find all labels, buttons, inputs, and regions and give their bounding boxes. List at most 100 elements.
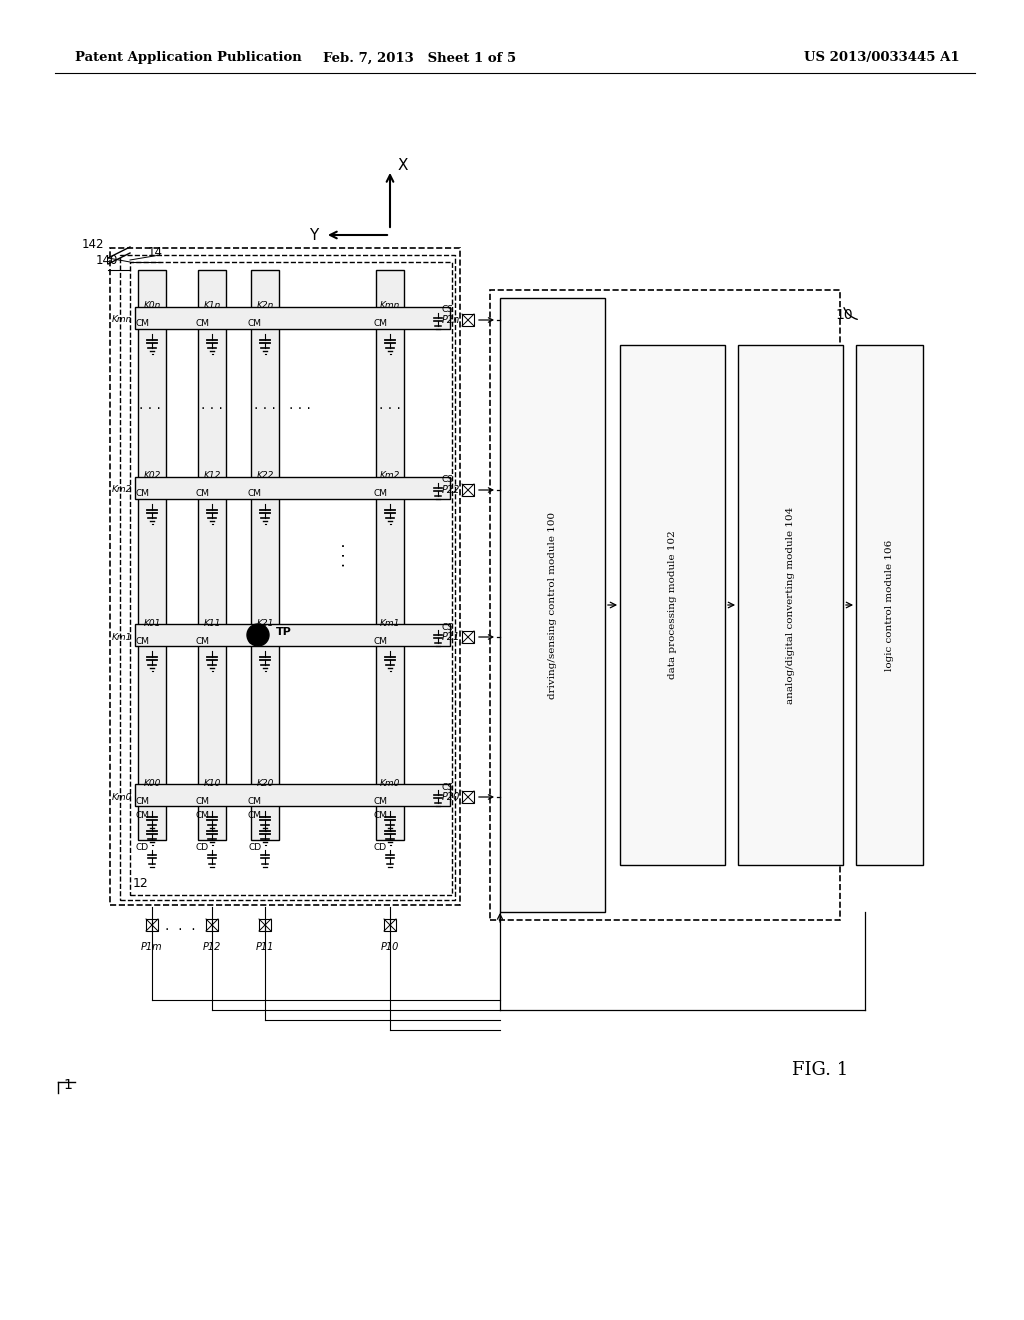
Text: Km2: Km2 (112, 486, 132, 495)
Text: analog/digital converting module 104: analog/digital converting module 104 (786, 507, 795, 704)
Text: Feb. 7, 2013   Sheet 1 of 5: Feb. 7, 2013 Sheet 1 of 5 (324, 51, 516, 65)
Text: CM: CM (373, 810, 387, 820)
Text: CD: CD (249, 842, 262, 851)
Bar (135, 308, 450, 329)
Text: K21: K21 (256, 619, 273, 627)
Text: . . .: . . . (379, 399, 401, 412)
Bar (135, 784, 450, 807)
Text: K01: K01 (143, 619, 161, 627)
Bar (146, 919, 158, 931)
Text: CM: CM (195, 810, 209, 820)
Text: P11: P11 (256, 942, 274, 952)
Text: data processing module 102: data processing module 102 (668, 531, 677, 680)
Text: 140: 140 (95, 253, 118, 267)
Text: CS: CS (441, 783, 453, 792)
Text: P10: P10 (381, 942, 399, 952)
Text: CM: CM (248, 796, 262, 805)
Text: driving/sensing control module 100: driving/sensing control module 100 (548, 511, 557, 698)
Text: CM: CM (195, 319, 209, 329)
Text: CM: CM (248, 810, 262, 820)
Circle shape (247, 624, 269, 645)
Bar (206, 919, 218, 931)
Text: Y: Y (309, 227, 318, 243)
Bar (138, 271, 166, 840)
Text: CM: CM (248, 490, 262, 499)
Bar (110, 248, 460, 906)
Bar (198, 271, 226, 840)
Text: K1n: K1n (204, 301, 221, 310)
Bar (490, 290, 840, 920)
Text: . . .: . . . (201, 399, 223, 412)
Text: CD: CD (136, 842, 150, 851)
Bar (620, 345, 725, 865)
Text: Kmn: Kmn (380, 301, 400, 310)
Text: P21: P21 (441, 632, 460, 642)
Text: X: X (398, 157, 409, 173)
Text: P1m: P1m (141, 942, 163, 952)
Bar (259, 919, 271, 931)
Bar (251, 271, 279, 840)
Text: CM: CM (248, 636, 262, 645)
Text: CM: CM (373, 490, 387, 499)
Text: P22: P22 (441, 484, 460, 495)
Text: K02: K02 (143, 471, 161, 480)
Text: CS: CS (441, 623, 453, 631)
Text: CM: CM (135, 796, 150, 805)
Text: CD: CD (374, 842, 387, 851)
Text: Km2: Km2 (380, 471, 400, 480)
Text: TP: TP (276, 627, 292, 638)
Bar (376, 271, 404, 840)
Bar (462, 631, 474, 643)
Text: K0n: K0n (143, 301, 161, 310)
Text: CM: CM (195, 636, 209, 645)
Text: CM: CM (195, 490, 209, 499)
Bar (462, 314, 474, 326)
Text: P2n: P2n (441, 315, 460, 325)
Text: K12: K12 (204, 471, 221, 480)
Text: . . .: . . . (289, 399, 311, 412)
Text: CS: CS (441, 475, 453, 484)
Text: CM: CM (135, 490, 150, 499)
Text: Km0: Km0 (380, 779, 400, 788)
Text: CM: CM (373, 636, 387, 645)
Text: · · ·: · · · (338, 543, 352, 568)
Text: 142: 142 (82, 239, 104, 252)
Bar (120, 255, 455, 900)
Bar (462, 791, 474, 803)
Text: logic control module 106: logic control module 106 (885, 540, 894, 671)
Text: Kmn: Kmn (112, 315, 132, 325)
Text: Km0: Km0 (112, 792, 132, 801)
Bar (738, 345, 843, 865)
Bar (130, 261, 452, 895)
Text: CM: CM (135, 636, 150, 645)
Text: 10: 10 (835, 308, 853, 322)
Text: K2n: K2n (256, 301, 273, 310)
Text: K10: K10 (204, 779, 221, 788)
Bar (500, 298, 605, 912)
Bar (462, 484, 474, 496)
Text: K20: K20 (256, 779, 273, 788)
Text: CM: CM (195, 796, 209, 805)
Text: K11: K11 (204, 619, 221, 627)
Text: CM: CM (248, 319, 262, 329)
Text: . . .: . . . (254, 399, 275, 412)
Text: 12: 12 (133, 876, 148, 890)
Text: FIG. 1: FIG. 1 (792, 1061, 848, 1078)
Text: P12: P12 (203, 942, 221, 952)
Bar (384, 919, 396, 931)
Text: P20: P20 (441, 792, 460, 803)
Bar (135, 477, 450, 499)
Text: Km1: Km1 (380, 619, 400, 627)
Text: CM: CM (373, 796, 387, 805)
Text: CM: CM (135, 319, 150, 329)
Text: 14: 14 (148, 246, 163, 259)
Text: . . .: . . . (139, 399, 161, 412)
Text: Km1: Km1 (112, 632, 132, 642)
Bar (856, 345, 923, 865)
Text: K22: K22 (256, 471, 273, 480)
Text: CD: CD (196, 842, 209, 851)
Text: 1: 1 (63, 1078, 72, 1092)
Text: US 2013/0033445 A1: US 2013/0033445 A1 (805, 51, 961, 65)
Bar (135, 624, 450, 645)
Text: CS: CS (441, 305, 453, 314)
